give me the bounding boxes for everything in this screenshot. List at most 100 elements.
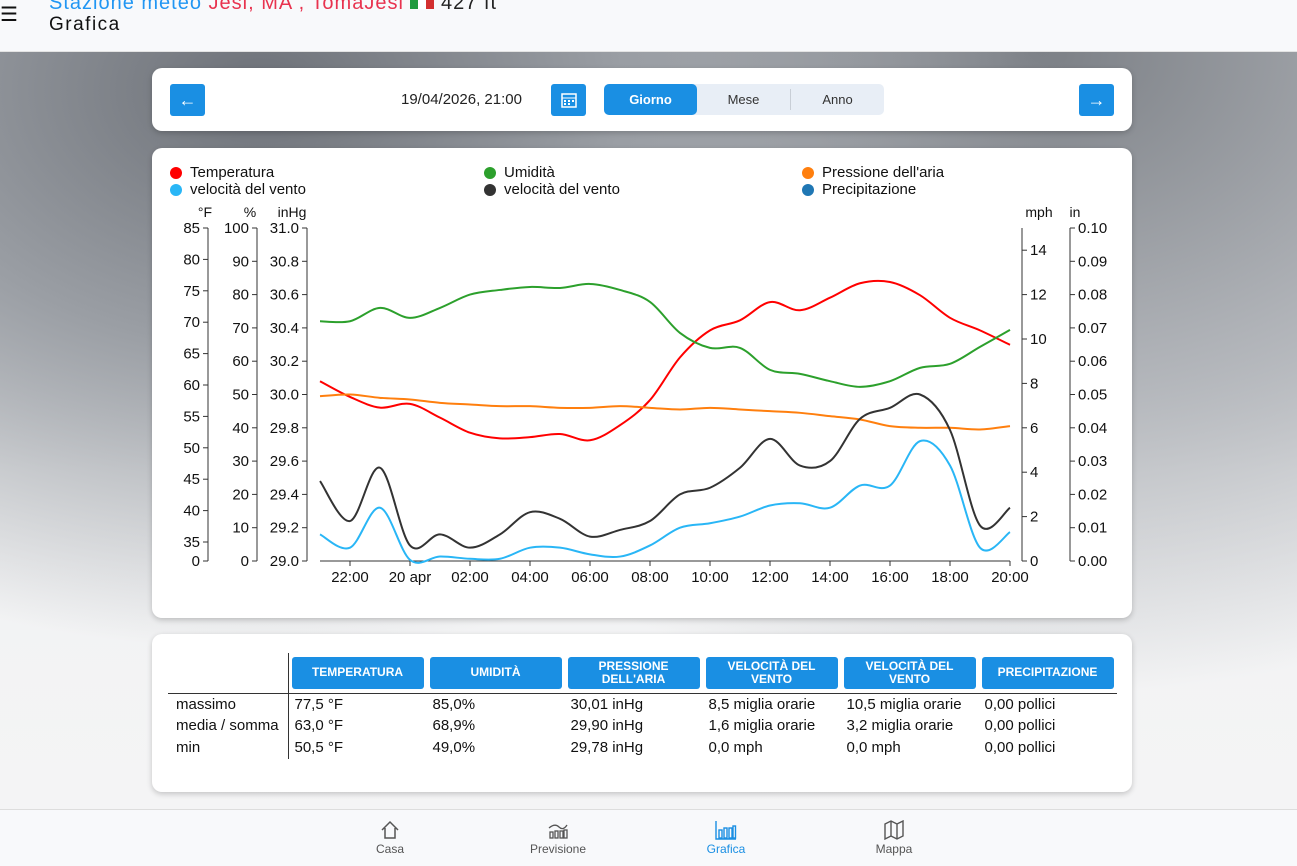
nav-mappa[interactable]: Mappa — [849, 820, 939, 856]
x-tick-label: 02:00 — [451, 569, 489, 586]
calendar-button[interactable] — [551, 84, 586, 116]
tick-label: 0 — [1030, 553, 1038, 570]
station-title: Stazione meteo Jesi, MA , TomaJesi 427 f… — [49, 0, 498, 14]
tick-label: 65 — [183, 346, 200, 363]
nav-grafica[interactable]: Grafica — [681, 820, 771, 856]
tick-label: 80 — [232, 287, 249, 304]
italy-flag-icon — [410, 0, 435, 9]
tab-mese[interactable]: Mese — [697, 89, 791, 110]
tab-giorno[interactable]: Giorno — [604, 84, 697, 115]
tick-label: 75 — [183, 283, 200, 300]
pressure-line — [319, 393, 1011, 431]
legend-wind[interactable]: velocità del vento — [170, 181, 306, 198]
x-tick-label: 20 apr — [389, 569, 432, 586]
x-tick-label: 22:00 — [331, 569, 369, 586]
column-header[interactable]: VELOCITÀ DEL VENTO — [705, 656, 838, 689]
prev-button[interactable]: ← — [170, 84, 205, 116]
cell: 0,0 mph — [708, 739, 763, 756]
next-button[interactable]: → — [1079, 84, 1114, 116]
tick-label: 20 — [232, 486, 249, 503]
cell: 0,00 pollici — [978, 692, 1117, 715]
tick-label: 10 — [1030, 331, 1047, 348]
table-row: media / somma 63,0 °F 68,9% 29,90 inHg 1,6 m… — [168, 715, 1117, 737]
x-tick-label: 08:00 — [631, 569, 669, 586]
tick-label: 0.10 — [1078, 220, 1107, 237]
tick-label: 0.05 — [1078, 387, 1107, 404]
tick-label: 2 — [1030, 509, 1038, 526]
x-tick-label: 18:00 — [931, 569, 969, 586]
x-tick-label: 10:00 — [691, 569, 729, 586]
tick-label: 40 — [183, 503, 200, 520]
tick-label: 60 — [232, 353, 249, 370]
weather-chart: °F85807570656055504540350%10090807060504… — [183, 204, 1107, 586]
cell: 77,5 °F — [288, 692, 427, 715]
cell: 1,6 miglia orarie — [708, 717, 816, 734]
tick-label: 0 — [241, 553, 249, 570]
tick-label: 70 — [232, 320, 249, 337]
humidity-line — [319, 282, 1011, 388]
summary-card: TEMPERATURA UMIDITÀ PRESSIONE DELL'ARIA VEL… — [152, 634, 1132, 792]
legend-temp[interactable]: Temperatura — [170, 164, 274, 181]
bottom-nav: Casa Previsione Grafica Mappa — [0, 809, 1297, 866]
row-label: massimo — [168, 692, 289, 715]
app-header: ☰ Stazione meteo Jesi, MA , TomaJesi 427… — [0, 0, 1297, 52]
nav-previsione[interactable]: Previsione — [513, 820, 603, 856]
legend-gust[interactable]: velocità del vento — [484, 181, 620, 198]
tick-label: 70 — [183, 314, 200, 331]
map-icon — [884, 820, 904, 840]
cell: 68,9% — [432, 717, 476, 734]
x-tick-label: 16:00 — [871, 569, 909, 586]
x-tick-label: 20:00 — [991, 569, 1029, 586]
column-header[interactable]: PRESSIONE DELL'ARIA — [567, 656, 700, 689]
tick-label: 31.0 — [270, 220, 299, 237]
cell: 85,0% — [426, 692, 565, 715]
tick-label: 85 — [183, 220, 200, 237]
tick-label: 0.06 — [1078, 353, 1107, 370]
legend-humidity[interactable]: Umidità — [484, 164, 555, 181]
tick-label: 30 — [232, 453, 249, 470]
cell: 0,00 pollici — [984, 739, 1056, 756]
cell: 3,2 miglia orarie — [846, 717, 954, 734]
axis-inhg-label: inHg — [278, 204, 307, 220]
cell: 29,78 inHg — [570, 739, 644, 756]
cell: 0,0 mph — [846, 739, 901, 756]
tick-label: 0.04 — [1078, 420, 1107, 437]
tick-label: 29.4 — [270, 486, 299, 503]
tick-label: 55 — [183, 408, 200, 425]
page-title: Grafica — [49, 14, 121, 35]
row-label: min — [168, 737, 289, 759]
column-header[interactable]: PRECIPITAZIONE — [981, 656, 1114, 689]
cell: 50,5 °F — [294, 739, 344, 756]
chart-card: Temperatura Umidità Pressione dell'aria … — [152, 148, 1132, 618]
home-icon — [381, 820, 399, 839]
row-label: media / somma — [168, 715, 289, 737]
tick-label: 40 — [232, 420, 249, 437]
tick-label: 0.02 — [1078, 486, 1107, 503]
tab-anno[interactable]: Anno — [822, 92, 853, 107]
table-row: min 50,5 °F 49,0% 29,78 inHg 0,0 mph 0,0 mph 0… — [168, 737, 1117, 759]
tick-label: 0.09 — [1078, 253, 1107, 270]
axis-f-label: °F — [198, 204, 212, 220]
legend-rain[interactable]: Precipitazione — [802, 181, 916, 198]
tick-label: 6 — [1030, 420, 1038, 437]
column-header[interactable]: VELOCITÀ DEL VENTO — [843, 656, 976, 689]
tick-label: 14 — [1030, 242, 1047, 259]
column-header[interactable]: TEMPERATURA — [291, 656, 424, 689]
tick-label: 35 — [183, 534, 200, 551]
nav-casa[interactable]: Casa — [345, 820, 435, 856]
x-tick-label: 12:00 — [751, 569, 789, 586]
legend-pressure[interactable]: Pressione dell'aria — [802, 164, 944, 181]
menu-icon[interactable]: ☰ — [0, 4, 18, 26]
table-row: massimo 77,5 °F 85,0% 30,01 inHg 8,5 miglia … — [168, 692, 1117, 715]
x-tick-label: 06:00 — [571, 569, 609, 586]
tick-label: 29.2 — [270, 520, 299, 537]
tick-label: 0.03 — [1078, 453, 1107, 470]
tick-label: 29.6 — [270, 453, 299, 470]
tick-label: 29.0 — [270, 553, 299, 570]
tick-label: 60 — [183, 377, 200, 394]
tick-label: 45 — [183, 471, 200, 488]
cell: 63,0 °F — [294, 717, 344, 734]
tick-label: 30.0 — [270, 387, 299, 404]
column-header[interactable]: UMIDITÀ — [429, 656, 562, 689]
axis-pct-label: % — [244, 204, 256, 220]
